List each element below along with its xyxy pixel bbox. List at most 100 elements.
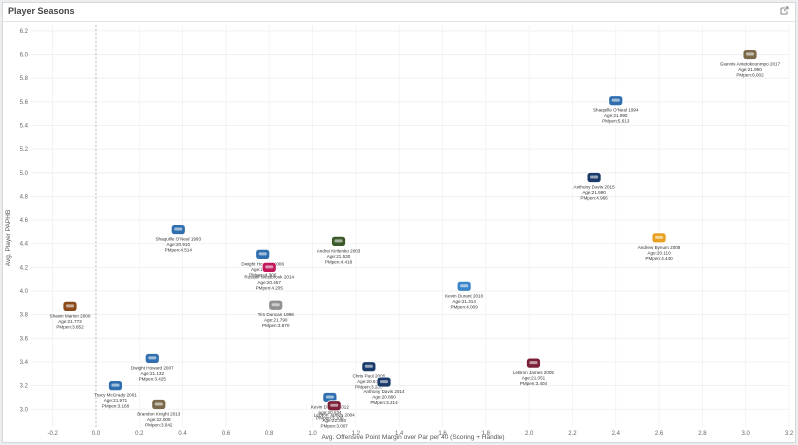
x-tick-label: 3.0 — [742, 431, 751, 437]
x-tick-label: 0.4 — [178, 431, 187, 437]
point-name-label: Andrew Bynum 2008 — [638, 245, 681, 250]
point-age-label: Age:22.393 — [322, 418, 346, 423]
data-point[interactable]: Giannis Antetokounmpo 2017Age:21.990PMpe… — [720, 49, 781, 78]
y-tick-label: 3.6 — [20, 336, 29, 342]
point-age-label: Age:22.008 — [147, 417, 171, 422]
logo-mark — [364, 364, 373, 368]
point-age-label: Age:21.990 — [604, 113, 628, 118]
point-age-label: Age:21.314 — [452, 299, 476, 304]
point-pm-label: PMpen:5.613 — [602, 119, 630, 124]
y-tick-label: 5.0 — [20, 171, 29, 177]
point-name-label: Russell Westbrook 2014 — [244, 274, 294, 279]
point-name-label: Brandon Knight 2013 — [137, 412, 181, 417]
logo-mark — [325, 395, 334, 399]
y-tick-label: 3.2 — [20, 384, 29, 390]
x-tick-label: 2.8 — [698, 431, 707, 437]
data-point[interactable]: Russell Westbrook 2014Age:20.457PMpen:4.… — [244, 261, 295, 290]
scatter-chart: -0.2 0.0 0.2 0.4 0.6 0.8 1.0 1.2 1.4 1.6 1.8 2.0 2.2… — [5, 25, 794, 441]
point-name-label: Giannis Antetokounmpo 2017 — [720, 62, 781, 67]
point-pm-label: PMpen:3.852 — [56, 324, 84, 329]
point-age-label: Age:20.110 — [647, 250, 671, 255]
logo-mark — [174, 227, 183, 231]
x-tick-label: 0.8 — [265, 431, 274, 437]
x-tick-label: 2.0 — [525, 431, 534, 437]
point-pm-label: PMpen:4.514 — [165, 248, 193, 253]
point-pm-label: PMpen:3.168 — [102, 404, 130, 409]
data-point[interactable]: Shaquille O'Neal 1994Age:21.990PMpen:5.6… — [593, 95, 639, 124]
logo-mark — [655, 235, 664, 239]
logo-mark — [265, 265, 274, 269]
point-age-label: Age:20.910 — [167, 242, 191, 247]
point-name-label: Shawn Marion 2000 — [50, 313, 91, 318]
point-name-label: Anthony Davis 2015 — [574, 185, 616, 190]
point-pm-label: PMpen:4.306 — [249, 272, 277, 277]
logo-mark — [590, 175, 599, 179]
point-pm-label: PMpen:3.404 — [520, 381, 548, 386]
point-name-label: Anthony Davis 2014 — [363, 389, 405, 394]
data-points: Giannis Antetokounmpo 2017Age:21.990PMpe… — [50, 49, 781, 429]
point-name-label: Tim Duncan 1998 — [258, 312, 295, 317]
y-tick-label: 4.8 — [20, 194, 29, 200]
x-tick-label: 2.6 — [655, 431, 664, 437]
point-pm-label: PMpen:4.205 — [256, 285, 284, 290]
point-age-label: Age:21.132 — [141, 371, 165, 376]
y-tick-label: 3.4 — [20, 360, 29, 366]
point-age-label: Age:21.773 — [58, 319, 82, 324]
logo-mark — [111, 383, 120, 387]
x-tick-label: 3.2 — [785, 431, 794, 437]
point-pm-label: PMpen:3.870 — [262, 323, 290, 328]
point-pm-label: PMpen:3.288 — [355, 385, 383, 390]
point-pm-label: PMpen:3.425 — [139, 376, 167, 381]
y-tick-label: 6.2 — [20, 29, 29, 35]
panel-title: Player Seasons — [8, 6, 75, 16]
logo-mark — [258, 252, 267, 256]
x-tick-label: 0.6 — [222, 431, 231, 437]
point-name-label: LeBron James 2004 — [314, 413, 356, 418]
logo-mark — [65, 304, 74, 308]
logo-mark — [154, 402, 163, 406]
logo-mark — [148, 356, 157, 360]
expand-icon[interactable] — [779, 6, 789, 16]
x-tick-label: 1.0 — [308, 431, 317, 437]
logo-mark — [746, 52, 755, 56]
point-name-label: LeBron James 2005 — [513, 370, 555, 375]
logo-mark — [271, 303, 280, 307]
point-pm-label: PMpen:6.002 — [736, 73, 764, 78]
x-tick-label: 0.0 — [92, 431, 101, 437]
point-age-label: Age:21.790 — [264, 318, 288, 323]
data-point[interactable]: Shaquille O'Neal 1993Age:20.910PMpen:4.5… — [155, 224, 201, 253]
point-name-label: Dwight Howard 2007 — [131, 365, 174, 370]
point-age-label: Age:21.051 — [522, 376, 546, 381]
y-tick-label: 5.6 — [20, 100, 29, 106]
x-tick-label: 1.6 — [438, 431, 447, 437]
point-age-label: Age:21.971 — [104, 398, 128, 403]
panel-header: Player Seasons — [3, 3, 795, 22]
point-pm-label: PMpen:4.009 — [450, 304, 478, 309]
point-age-label: Age:21.990 — [738, 67, 762, 72]
point-age-label: Age:20.457 — [257, 280, 281, 285]
logo-mark — [611, 98, 620, 102]
point-pm-label: PMpen:4.440 — [645, 256, 673, 261]
point-pm-label: PMpen:4.966 — [580, 196, 608, 201]
data-point[interactable]: Andrei Kirilenko 2003Age:21.530PMpen:4.4… — [317, 235, 361, 264]
y-tick-label: 3.8 — [20, 313, 29, 319]
point-pm-label: PMpen:4.418 — [325, 259, 353, 264]
point-name-label: Shaquille O'Neal 1994 — [593, 108, 639, 113]
y-tick-label: 4.6 — [20, 218, 29, 224]
point-pm-label: PMpen:3.042 — [145, 423, 173, 428]
y-tick-label: 4.2 — [20, 265, 29, 271]
point-age-label: Age:20.880 — [372, 395, 396, 400]
